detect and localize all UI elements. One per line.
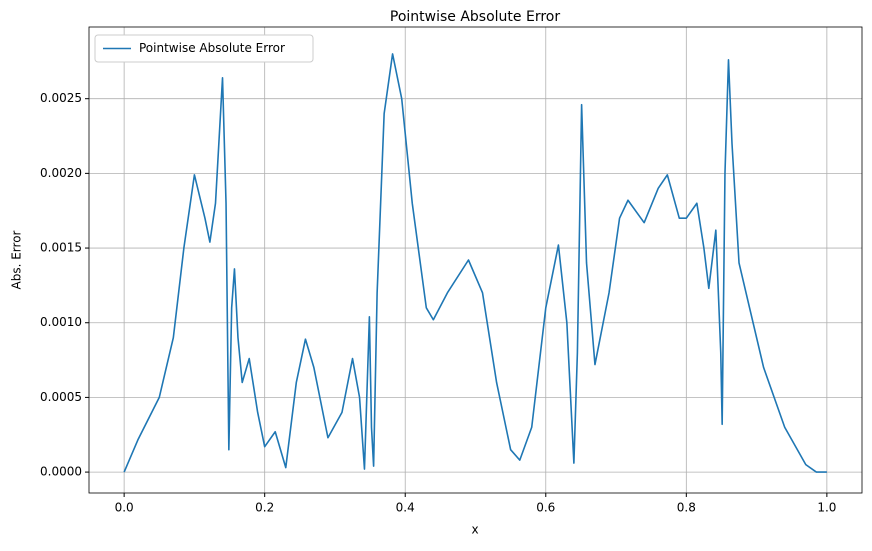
x-axis-label: x [471, 523, 478, 537]
x-tick-label: 0.8 [677, 501, 696, 515]
y-tick-label: 0.0000 [40, 465, 82, 479]
y-axis-label: Abs. Error [10, 230, 24, 289]
y-tick-label: 0.0025 [40, 91, 82, 105]
y-tick-label: 0.0010 [40, 315, 82, 329]
data-line [123, 53, 827, 473]
x-tick-label: 0.4 [396, 501, 415, 515]
y-tick-label: 0.0005 [40, 390, 82, 404]
y-tick-label: 0.0015 [40, 241, 82, 255]
x-tick-label: 0.6 [536, 501, 555, 515]
x-tick-label: 1.0 [817, 501, 836, 515]
legend-box [94, 34, 314, 63]
chart-title: Pointwise Absolute Error [390, 9, 560, 25]
x-tick-label: 0.2 [255, 501, 274, 515]
x-tick-label: 0.0 [115, 501, 134, 515]
y-tick-label: 0.0020 [40, 166, 82, 180]
plot-frame [88, 26, 863, 494]
legend-label: Pointwise Absolute Error [139, 41, 285, 55]
